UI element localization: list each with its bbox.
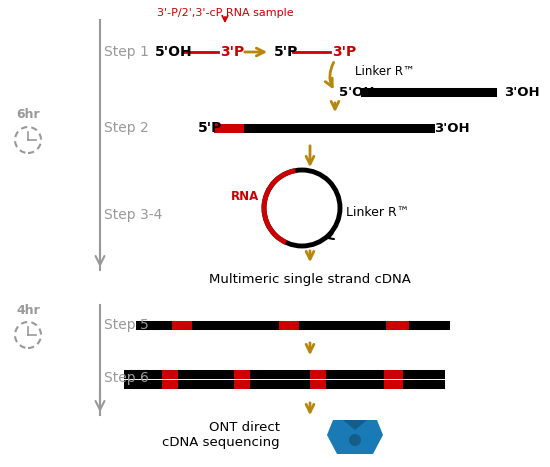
Text: Linker R™: Linker R™	[355, 65, 415, 78]
Text: 3'-P/2',3'-cP RNA sample: 3'-P/2',3'-cP RNA sample	[157, 8, 293, 18]
Polygon shape	[327, 420, 383, 454]
Text: Step 1: Step 1	[104, 45, 149, 59]
Text: 4hr: 4hr	[16, 304, 40, 317]
Text: Step 2: Step 2	[104, 121, 148, 135]
Text: 5'OH: 5'OH	[155, 45, 192, 59]
Circle shape	[349, 434, 361, 446]
Text: Linker R™: Linker R™	[346, 206, 409, 219]
Text: 3'OH: 3'OH	[434, 121, 470, 134]
Text: Step 3-4: Step 3-4	[104, 208, 162, 222]
Text: 6hr: 6hr	[16, 108, 40, 121]
Text: Step 6: Step 6	[104, 371, 149, 385]
Polygon shape	[343, 420, 367, 430]
Text: 5'OH: 5'OH	[339, 85, 375, 99]
Text: 5'P: 5'P	[274, 45, 298, 59]
Text: 3'OH: 3'OH	[504, 85, 540, 99]
Text: 3'P: 3'P	[332, 45, 356, 59]
Text: 5'P: 5'P	[198, 121, 222, 135]
Text: Step 5: Step 5	[104, 318, 148, 332]
Text: Multimeric single strand cDNA: Multimeric single strand cDNA	[209, 274, 411, 286]
Text: RNA: RNA	[231, 190, 259, 203]
Text: ONT direct
cDNA sequencing: ONT direct cDNA sequencing	[162, 421, 280, 449]
Text: 3'P: 3'P	[220, 45, 244, 59]
